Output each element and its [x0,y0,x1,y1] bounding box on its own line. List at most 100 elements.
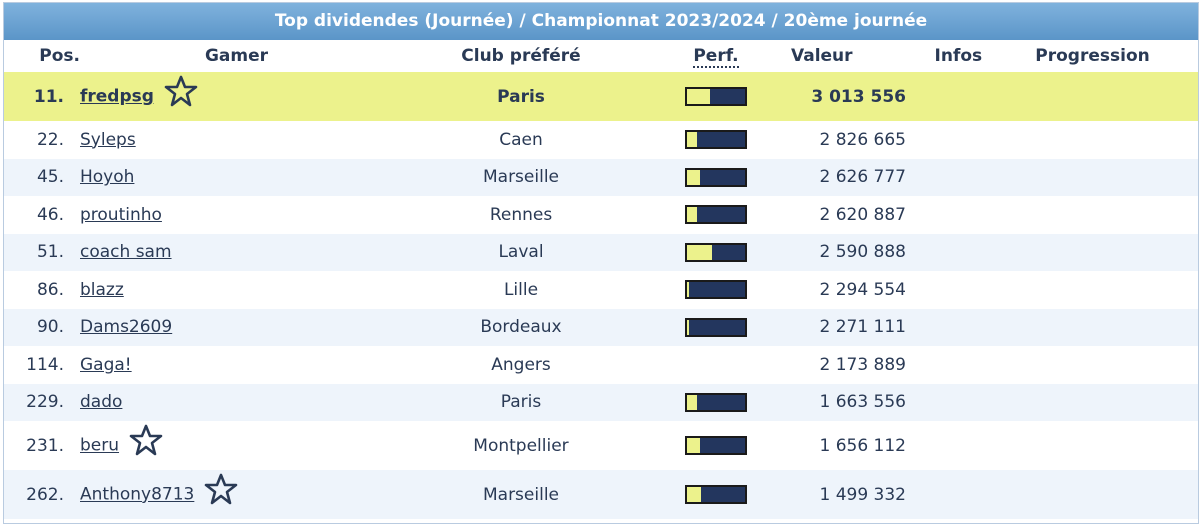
row-valeur-cell: 1 656 112 [783,421,987,470]
table-row: 11. fredpsg Paris 3 013 556 [4,72,1198,121]
row-perf [649,196,783,234]
gamer-link[interactable]: Gaga! [80,354,132,375]
table-row: 114. Gaga! Angers 2 173 889 [4,346,1198,384]
row-gamer: dado [80,383,393,421]
row-valeur: 2 626 777 [819,167,906,188]
star-icon[interactable] [129,424,163,461]
gamer-link[interactable]: Dams2609 [80,317,173,338]
row-club: Paris [393,383,649,421]
perf-bar [685,242,747,262]
row-progression [987,383,1198,421]
perf-bar [685,436,747,455]
row-gamer: Anthony8713 [80,470,393,519]
row-gamer: beru [80,421,393,470]
perf-bar-fill [687,319,690,335]
table-row: 231. beru Montpellier 1 656 112 [4,421,1198,470]
gamer-link[interactable]: Anthony8713 [80,484,195,505]
row-club: Marseille [393,158,649,196]
row-position: 46. [36,204,64,225]
gamer-link[interactable]: blazz [80,279,124,300]
perf-bar-fill [687,487,701,502]
table-body: 11. fredpsg Paris 3 013 556 22. Syleps Caen 2 8… [4,72,1198,519]
col-header-club: Club préféré [461,46,581,66]
panel-title: Top dividendes (Journée) / Championnat 2… [4,3,1198,40]
row-gamer: Syleps [80,121,393,159]
gamer-link[interactable]: proutinho [80,204,162,225]
row-progression [987,196,1198,234]
table-row: 51. coach sam Laval 2 590 888 [4,233,1198,271]
row-valeur-cell: 2 620 887 [783,196,987,234]
col-header-perf[interactable]: Perf. [649,40,783,72]
gamer-link[interactable]: coach sam [80,242,172,263]
ranking-table: Pos. Gamer Club préféré Perf. Valeur Info… [4,40,1198,519]
perf-bar [685,317,747,337]
row-valeur: 2 294 554 [819,279,906,300]
row-perf [649,271,783,309]
perf-bar-fill [687,169,700,185]
row-position: 231. [26,435,64,456]
row-valeur-cell: 1 499 332 [783,470,988,519]
row-perf [649,346,783,384]
row-progression [987,121,1198,159]
row-club: Rennes [489,204,553,225]
row-club: Marseille [393,470,649,519]
gamer-link[interactable]: beru [80,435,120,456]
row-position: 86. [36,279,64,300]
row-club: Lille [503,279,539,300]
star-icon[interactable] [164,75,198,112]
row-gamer: proutinho [80,196,393,234]
row-gamer: blazz [80,271,393,309]
perf-bar [685,87,747,106]
row-position: 90. [4,308,80,346]
row-club: Caen [499,129,543,150]
row-club: Paris [393,72,649,121]
row-valeur-cell: 1 663 556 [783,383,988,421]
table-header-row: Pos. Gamer Club préféré Perf. Valeur Info… [4,40,1198,72]
perf-bar-fill [687,207,697,223]
row-progression [987,158,1198,196]
perf-bar [685,392,747,412]
gamer-link[interactable]: fredpsg [80,86,154,107]
perf-bar [685,485,747,504]
row-valeur: 1 656 112 [819,435,906,456]
perf-bar-fill [687,394,697,410]
row-valeur-cell: 2 271 111 [783,308,988,346]
row-perf [649,383,783,421]
row-gamer: fredpsg [80,72,393,121]
perf-bar [685,167,747,187]
perf-bar [685,280,747,300]
row-club: Angers [491,354,551,375]
table-row: 262. Anthony8713 Marseille 1 499 332 [4,470,1198,519]
row-valeur: 2 271 111 [819,317,906,338]
row-valeur-cell: 2 294 554 [783,271,987,309]
row-position: 45. [4,158,80,196]
star-icon[interactable] [204,473,238,510]
row-perf [649,421,783,470]
row-position: 229. [4,383,80,421]
row-progression [987,346,1198,384]
col-header-valeur-label: Valeur [791,46,853,66]
row-perf [649,121,783,159]
table-row: 45. Hoyoh Marseille 2 626 777 [4,158,1198,196]
perf-bar [685,130,747,150]
gamer-link[interactable]: dado [80,392,123,413]
row-valeur: 2 620 887 [819,204,906,225]
perf-bar-fill [687,438,700,453]
row-valeur-cell: 2 626 777 [783,158,988,196]
row-position: 51. [4,233,80,271]
row-position: 22. [36,129,64,150]
row-club: Montpellier [473,435,569,456]
row-gamer: Gaga! [80,346,393,384]
gamer-link[interactable]: Hoyoh [80,167,135,188]
perf-tooltip-label[interactable]: Perf. [693,46,739,68]
row-perf [649,72,783,121]
row-progression [987,421,1198,470]
row-valeur-cell: 2 826 665 [783,121,987,159]
row-position: 114. [26,354,64,375]
table-row: 90. Dams2609 Bordeaux 2 271 111 [4,308,1198,346]
table-row: 22. Syleps Caen 2 826 665 [4,121,1198,159]
perf-bar-fill [687,282,690,298]
row-valeur: 3 013 556 [811,86,906,107]
gamer-link[interactable]: Syleps [80,129,136,150]
row-progression [987,470,1198,519]
